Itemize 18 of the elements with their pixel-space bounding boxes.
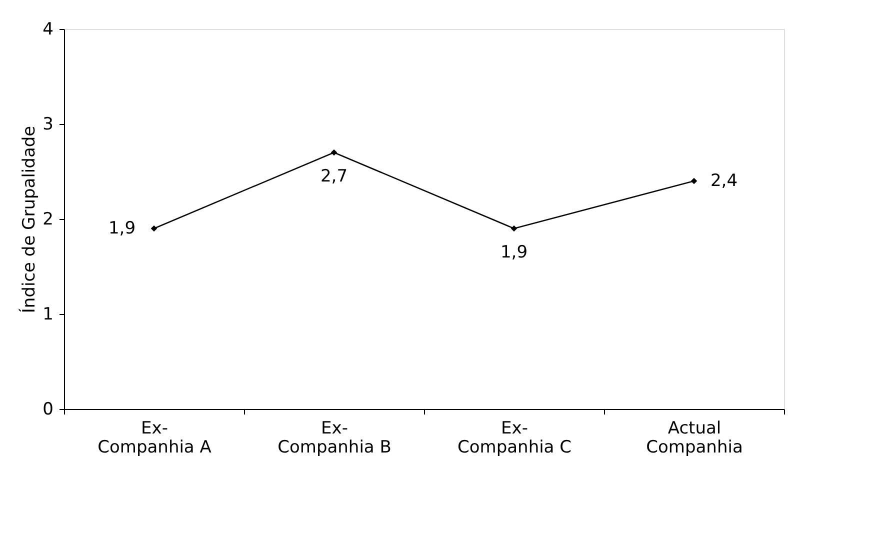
y-axis-title: Índice de Grupalidade <box>18 126 40 314</box>
data-label: 2,7 <box>320 166 348 186</box>
data-label: 1,9 <box>108 218 136 238</box>
data-label: 2,4 <box>710 171 738 191</box>
point <box>690 178 698 184</box>
y-tick-label: 0 <box>42 400 54 420</box>
y-tick-label: 1 <box>42 304 54 324</box>
point <box>330 149 338 156</box>
y-tick-label: 3 <box>42 114 54 134</box>
data-label: 1,9 <box>500 242 528 262</box>
x-tick-label: Actual Companhia <box>646 418 743 458</box>
y-tick-label: 2 <box>42 210 54 230</box>
x-tick-label: Ex- Companhia B <box>278 418 392 458</box>
x-tick-label: Ex- Companhia A <box>98 418 212 458</box>
point <box>150 225 158 232</box>
x-tick-label: Ex- Companhia C <box>457 418 572 458</box>
y-tick-label: 4 <box>42 20 54 40</box>
point <box>510 225 518 232</box>
